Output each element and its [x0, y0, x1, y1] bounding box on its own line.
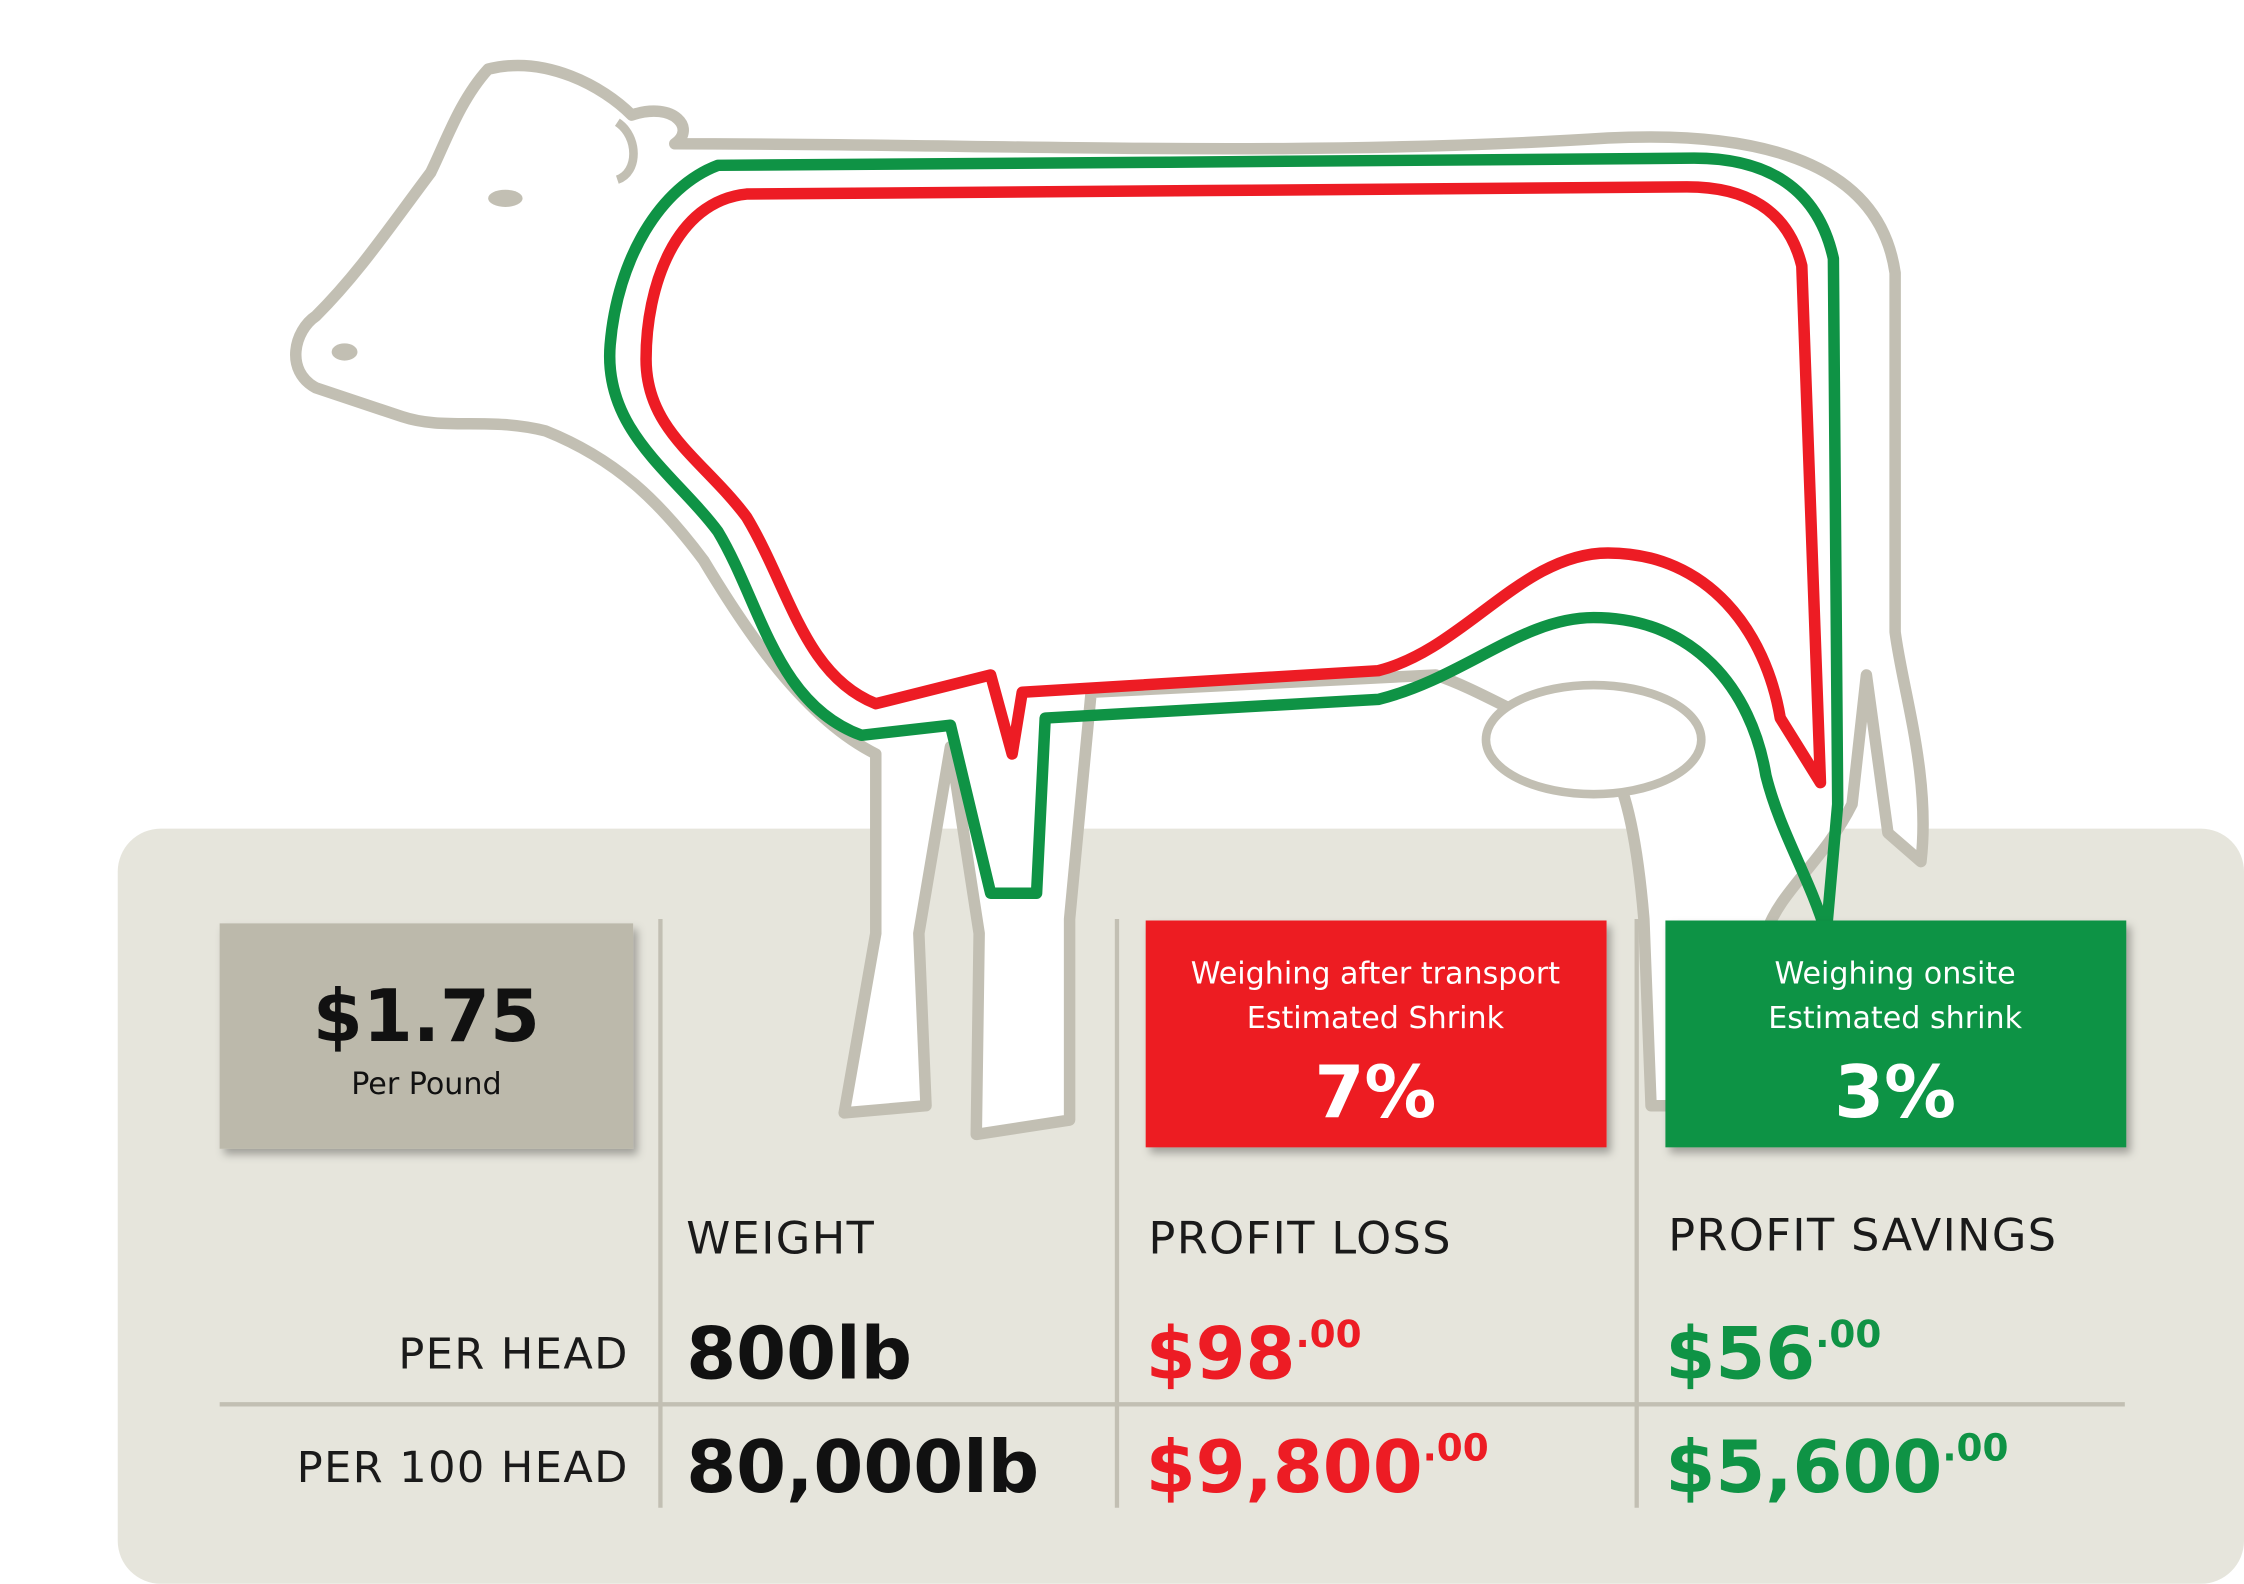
row-label: PER HEAD	[398, 1329, 628, 1379]
box-line: Estimated Shrink	[1247, 1001, 1505, 1036]
savings-amount: $5,600	[1665, 1425, 1942, 1509]
savings-cents: .00	[1942, 1425, 2008, 1469]
ear	[614, 118, 638, 184]
loss: $9,800.00	[1146, 1425, 1489, 1509]
savings-amount: $56	[1665, 1311, 1815, 1395]
onsite-outline	[603, 152, 1844, 940]
box-line: Weighing onsite	[1774, 957, 2015, 992]
cow-outline	[290, 59, 1929, 1141]
loss-amount: $9,800	[1146, 1425, 1423, 1509]
savings-cents: .00	[1815, 1312, 1881, 1356]
grid-lines	[219, 919, 2125, 1508]
loss-cents: .00	[1296, 1312, 1362, 1356]
loss-cents: .00	[1423, 1425, 1489, 1469]
onsite-box	[1665, 920, 2127, 1148]
savings: $56.00	[1665, 1311, 1881, 1395]
weight: 80,000lb	[686, 1425, 1039, 1509]
box-value: 7%	[1314, 1050, 1436, 1134]
loss: $98.00	[1146, 1311, 1362, 1395]
savings: $5,600.00	[1665, 1425, 2008, 1509]
eye	[488, 189, 523, 207]
udder	[1481, 680, 1706, 799]
price-box	[219, 923, 634, 1149]
row-label: PER 100 HEAD	[297, 1443, 629, 1493]
price-unit: Per Pound	[351, 1067, 501, 1102]
column-header: PROFIT SAVINGS	[1668, 1211, 2057, 1262]
box-line: Estimated shrink	[1768, 1001, 2022, 1036]
nostril	[331, 343, 358, 361]
loss-amount: $98	[1146, 1311, 1296, 1395]
price-amount: $1.75	[313, 974, 540, 1058]
column-header: WEIGHT	[686, 1214, 875, 1265]
weight: 800lb	[686, 1311, 912, 1395]
transport-outline	[640, 181, 1827, 789]
box-value: 3%	[1834, 1050, 1956, 1134]
box-line: Weighing after transport	[1191, 957, 1561, 992]
column-header: PROFIT LOSS	[1149, 1214, 1452, 1265]
transport-box	[1145, 920, 1607, 1148]
cow	[290, 59, 1929, 1141]
